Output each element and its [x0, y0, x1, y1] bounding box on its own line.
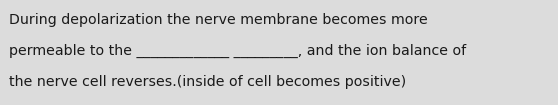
Text: During depolarization the nerve membrane becomes more: During depolarization the nerve membrane…	[9, 13, 427, 27]
Text: the nerve cell reverses.(inside of cell becomes positive): the nerve cell reverses.(inside of cell …	[9, 75, 406, 89]
Text: permeable to the _____________ _________, and the ion balance of: permeable to the _____________ _________…	[9, 44, 466, 58]
